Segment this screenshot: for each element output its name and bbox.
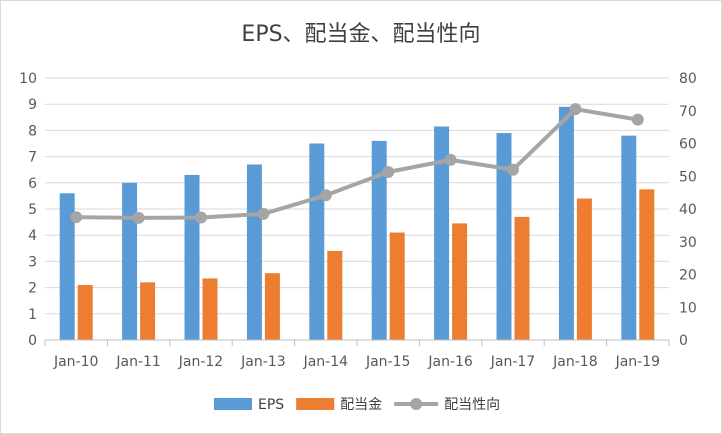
ratio-line [70,103,644,224]
eps-bar [246,164,262,340]
x-tick-label: Jan-13 [240,354,285,370]
legend-eps-label: EPS [258,397,284,413]
dividend-bar [327,250,343,340]
left-tick-label: 10 [19,71,37,87]
right-tick-label: 80 [679,71,697,87]
right-tick-label: 60 [679,137,697,153]
right-tick-label: 40 [679,202,697,218]
x-tick-label: Jan-16 [427,354,473,370]
payout-ratio-point [132,211,145,224]
x-tick-label: Jan-12 [178,354,223,370]
right-tick-label: 10 [679,300,697,316]
x-tick-label: Jan-18 [552,354,597,370]
eps-bar [371,140,387,340]
left-tick-label: 7 [28,150,37,166]
eps-bar [309,143,325,340]
left-tick-label: 1 [28,307,37,323]
bars [59,106,655,340]
legend-payout-ratio-label: 配当性向 [444,397,500,413]
eps-bar [122,182,138,340]
gridlines [45,77,669,341]
left-tick-label: 3 [28,254,37,270]
left-axis: 0 1 2 3 4 5 6 7 8 9 10 [19,71,37,349]
eps-bar [59,193,75,340]
left-tick-label: 5 [28,202,37,218]
left-tick-label: 8 [28,123,37,139]
right-tick-label: 50 [679,169,697,185]
x-tick-label: Jan-19 [615,354,660,370]
right-tick-label: 0 [679,333,688,349]
left-tick-label: 4 [28,228,37,244]
dividend-bar [639,189,655,340]
dividend-bar [264,273,280,340]
x-tick-label: Jan-17 [490,354,535,370]
left-tick-label: 9 [28,97,37,113]
eps-bar [621,135,637,340]
eps-bar [558,106,574,340]
chart-title: EPS、配当金、配当性向 [241,22,480,47]
dividend-bar [202,278,218,340]
left-tick-label: 2 [28,281,37,297]
eps-bar [184,174,200,340]
payout-ratio-line [76,107,639,220]
payout-ratio-point [382,165,395,178]
legend-dividend-label: 配当金 [340,397,382,413]
x-tick-label: Jan-15 [365,354,410,370]
dividend-bar [140,282,156,340]
dividend-bar [576,198,592,340]
dividend-bar [514,216,530,340]
legend: EPS 配当金 配当性向 [214,397,500,413]
legend-dividend-swatch [296,398,335,410]
payout-ratio-point [444,153,457,166]
right-tick-label: 70 [679,104,697,120]
eps-bar [496,133,512,340]
dividend-bar [77,284,93,340]
payout-ratio-point [319,189,332,202]
right-tick-label: 30 [679,235,697,251]
eps-bar [434,126,450,340]
payout-ratio-point [631,113,644,126]
payout-ratio-point [257,207,270,220]
x-tick-label: Jan-10 [53,354,98,370]
payout-ratio-point [507,163,519,176]
legend-payout-ratio-marker [410,398,423,410]
payout-ratio-point [195,211,207,224]
left-tick-label: 6 [28,176,37,192]
legend-eps-swatch [214,398,252,410]
dividend-bar [452,223,468,340]
left-tick-label: 0 [28,333,37,349]
right-tick-label: 20 [679,268,697,284]
x-axis: Jan-10 Jan-11 Jan-12 Jan-13 Jan-14 Jan-15 Jan-… [44,339,670,370]
right-axis: 0 10 20 30 40 50 60 70 80 [679,71,697,349]
payout-ratio-point [70,211,83,224]
x-tick-label: Jan-11 [115,354,160,370]
payout-ratio-point [569,103,582,116]
dividend-bar [389,232,405,340]
x-tick-label: Jan-14 [303,354,349,370]
